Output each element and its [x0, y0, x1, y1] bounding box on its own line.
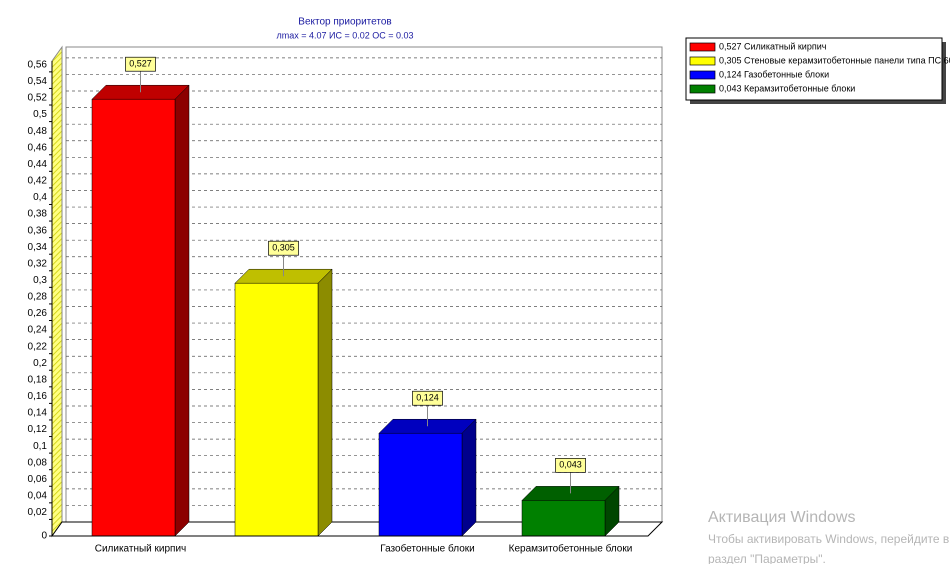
y-tick-label: 0,02	[28, 507, 48, 518]
bar	[521, 500, 606, 537]
x-tick-label: Керамзитобетонные блоки	[509, 543, 633, 555]
value-label-box	[555, 458, 586, 473]
y-tick-label: 0,32	[28, 258, 48, 269]
bar-side	[317, 268, 333, 537]
y-tick-label: 0,24	[28, 325, 48, 336]
y-tick-label: 0,04	[28, 490, 48, 501]
y-tick-label: 0,14	[28, 408, 48, 419]
y-tick-label: 0,5	[33, 109, 47, 120]
bar-side	[174, 84, 190, 537]
y-tick-label: 0,38	[28, 209, 48, 220]
y-tick-label: 0,3	[33, 275, 47, 286]
y-tick-label: 0,34	[28, 242, 48, 253]
y-tick-label: 0,4	[33, 192, 47, 203]
legend	[685, 37, 943, 101]
legend-swatch	[689, 42, 716, 52]
y-tick-label: 0,46	[28, 142, 48, 153]
y-tick-label: 0,06	[28, 474, 48, 485]
y-tick-label: 0,16	[28, 391, 48, 402]
legend-label: 0,305 Стеновые керамзитобетонные панели …	[719, 55, 950, 65]
y-tick-label: 0,54	[28, 76, 48, 87]
y-tick-label: 0,44	[28, 159, 48, 170]
x-tick-label: Силикатный кирпич	[95, 544, 187, 555]
value-label-box	[412, 390, 443, 406]
legend-swatch	[689, 56, 716, 66]
y-tick-label: 0,56	[28, 60, 48, 71]
bar	[234, 282, 319, 537]
legend-label: 0,527 Силикатный кирпич	[719, 41, 827, 51]
legend-swatch	[689, 70, 716, 80]
y-tick-label: 0,28	[28, 292, 48, 303]
left-wall	[51, 45, 63, 538]
y-tick-label: 0,22	[28, 341, 48, 352]
y-tick-label: 0,48	[28, 126, 48, 137]
chart-subtitle: лmax = 4.07 ИС = 0.02 ОС = 0.03	[276, 30, 413, 40]
chart-title: Вектор приоритетов	[298, 17, 391, 28]
watermark-text: Чтобы активировать Windows, перейдите в	[708, 532, 949, 546]
watermark-text: раздел "Параметры".	[708, 552, 826, 564]
value-label: 0,043	[559, 460, 582, 470]
y-tick-label: 0,42	[28, 176, 48, 187]
y-tick-label: 0,2	[33, 358, 47, 369]
legend-label: 0,124 Газобетонные блоки	[719, 69, 829, 79]
value-label: 0,527	[129, 59, 152, 69]
value-label: 0,305	[272, 243, 295, 253]
x-tick-label: Газобетонные блоки	[380, 543, 475, 555]
watermark-title: Активация Windows	[708, 509, 855, 526]
y-tick-label: 0	[41, 531, 47, 542]
bar-side	[461, 418, 477, 537]
y-tick-label: 0,36	[28, 225, 48, 236]
y-tick-label: 0,52	[28, 93, 48, 104]
value-label: 0,124	[416, 393, 439, 403]
y-tick-label: 0,26	[28, 308, 48, 319]
value-label-box	[268, 240, 299, 256]
y-tick-label: 0,18	[28, 374, 48, 385]
y-tick-label: 0,08	[28, 457, 48, 468]
y-tick-label: 0,1	[33, 441, 47, 452]
y-tick-label: 0,12	[28, 424, 48, 435]
legend-swatch	[689, 84, 716, 94]
legend-label: 0,043 Керамзитобетонные блоки	[719, 83, 855, 93]
value-label-box	[125, 56, 156, 72]
bar	[91, 98, 176, 537]
bar	[378, 432, 463, 537]
